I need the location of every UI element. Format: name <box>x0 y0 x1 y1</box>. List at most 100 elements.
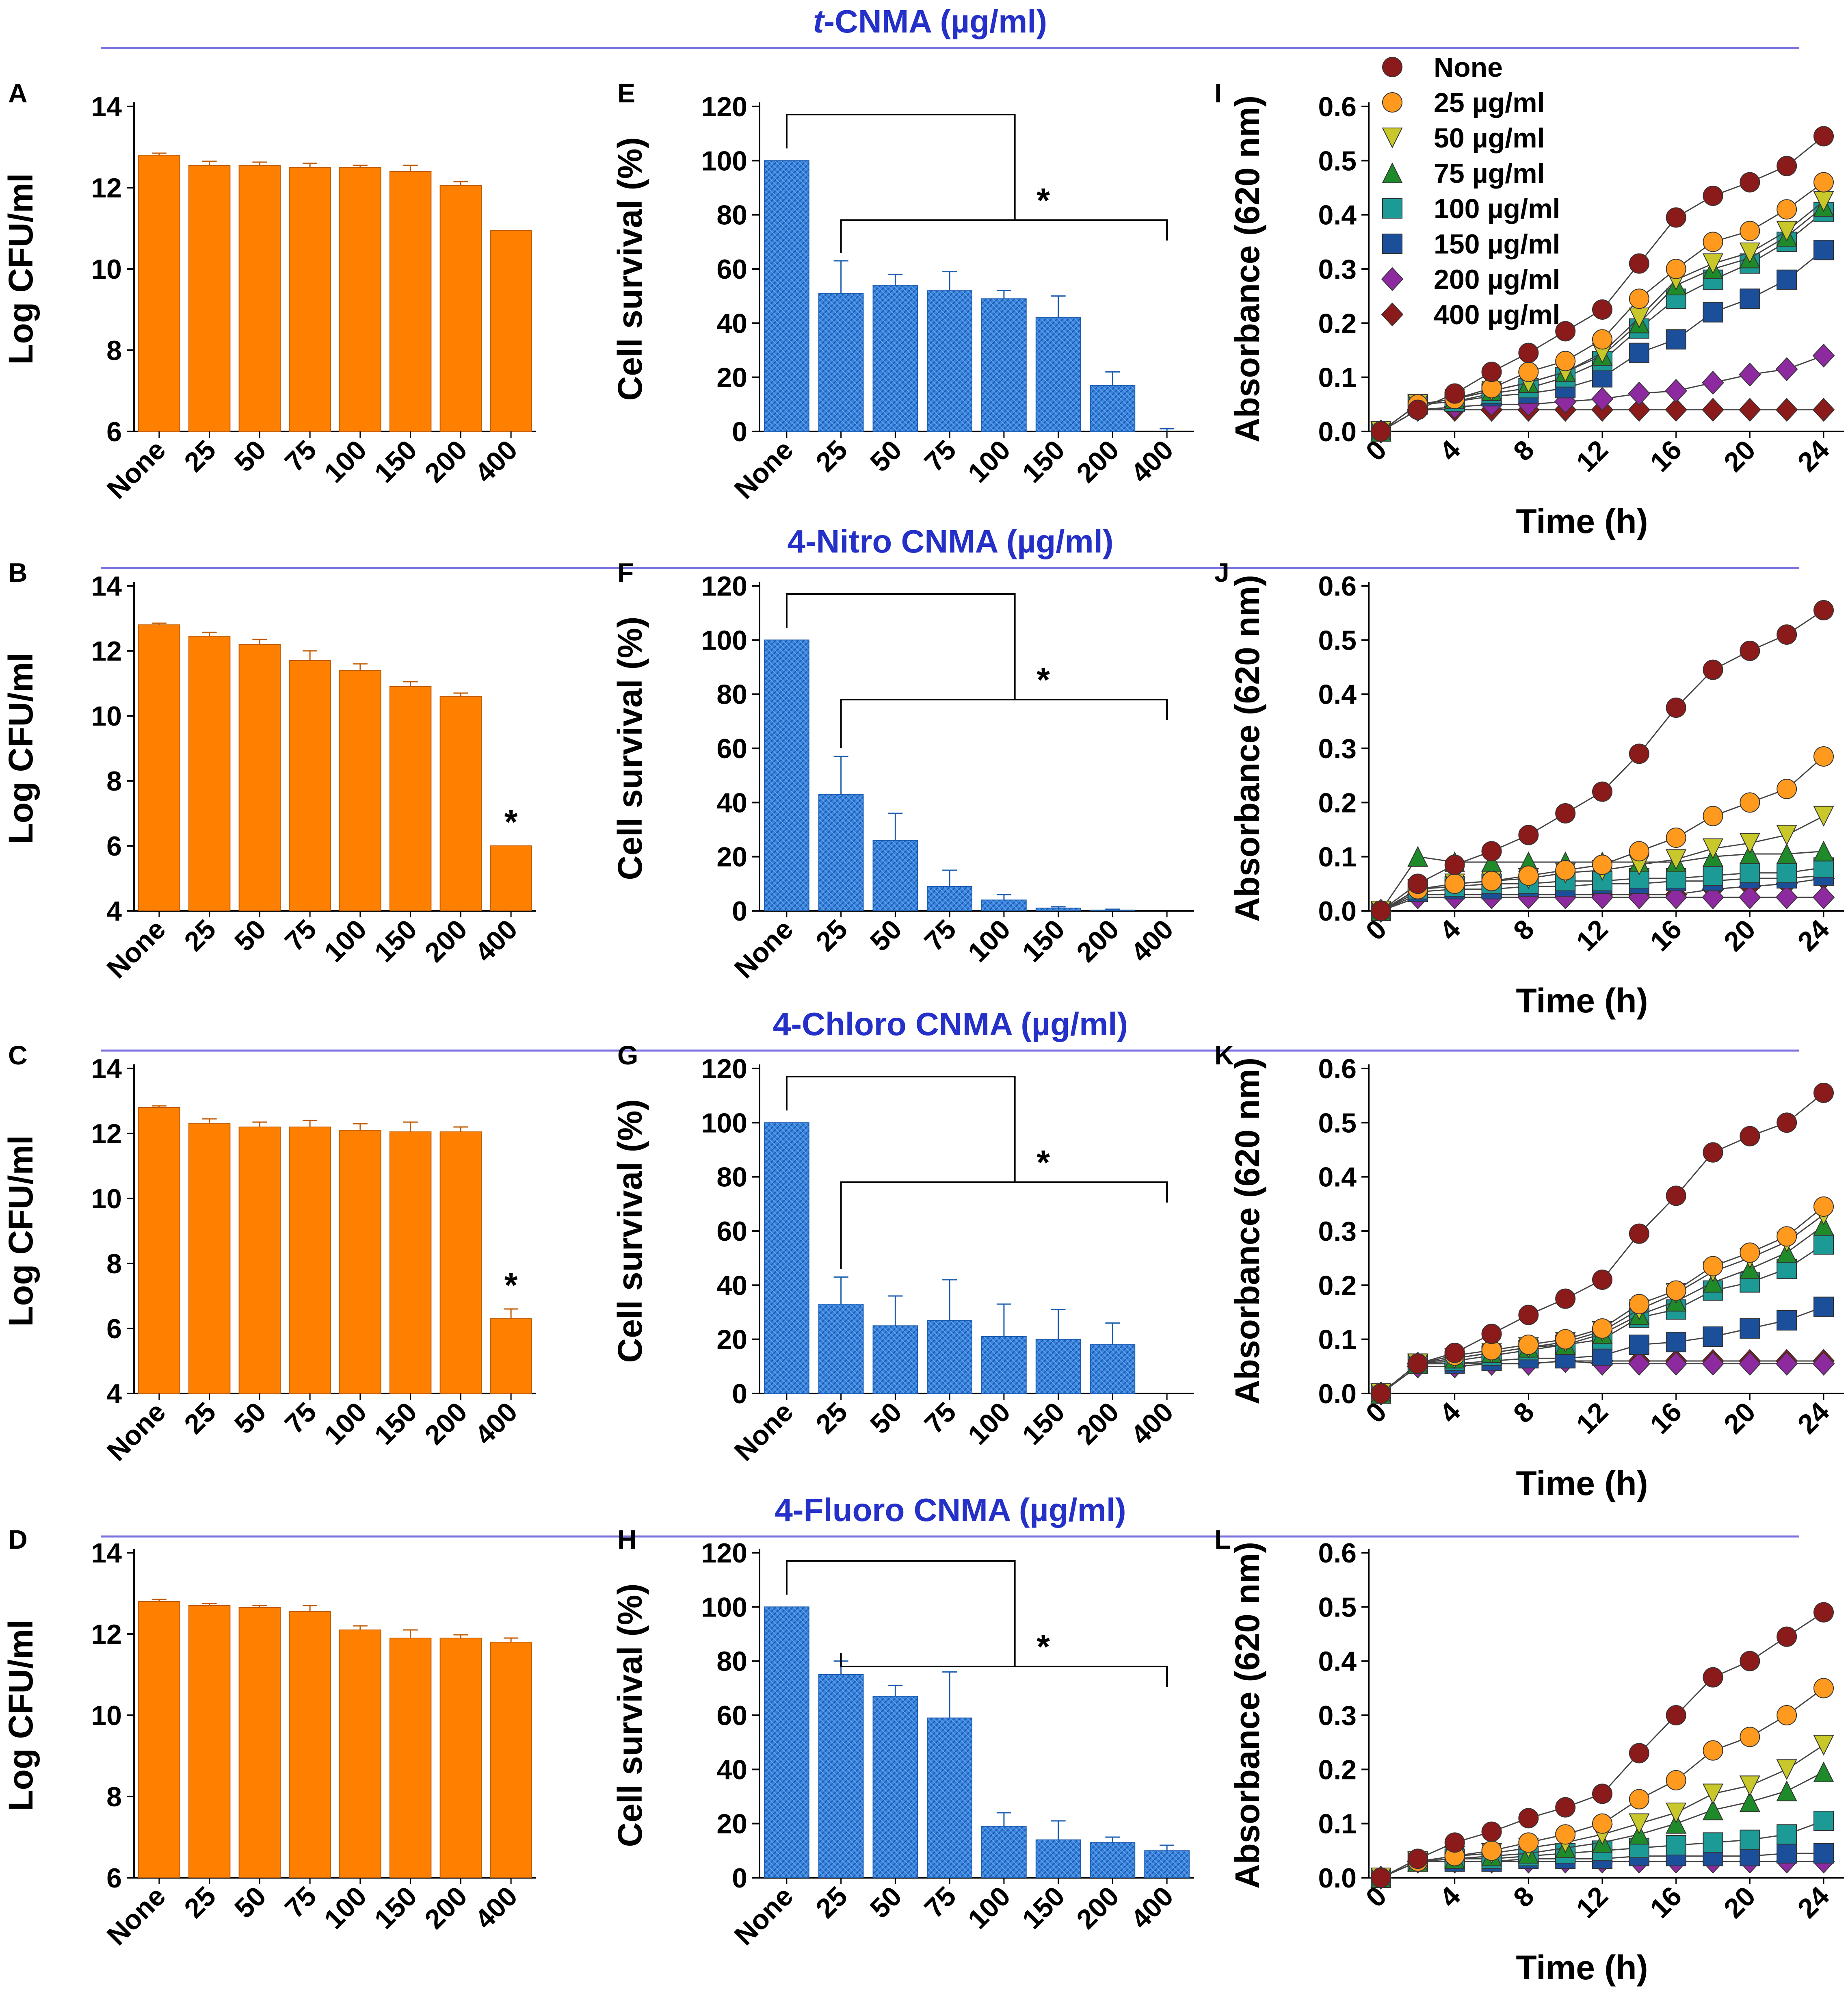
x-tick-label: 150 <box>1016 1881 1071 1935</box>
legend-label: 75 µg/ml <box>1434 158 1545 189</box>
bar-400 <box>490 845 532 911</box>
bar-75 <box>927 1717 972 1878</box>
significance-bracket <box>786 1560 1016 1666</box>
data-point <box>1591 387 1614 411</box>
significance-bracket <box>786 114 1016 220</box>
x-tick-label: 50 <box>229 1881 272 1924</box>
y-axis-title: Cell survival (%) <box>611 1099 649 1363</box>
data-point <box>1775 357 1798 381</box>
data-point <box>1702 885 1724 910</box>
x-tick-label: 25 <box>810 1396 853 1440</box>
data-point <box>1703 186 1723 206</box>
y-axis-title: Log CFU/ml <box>2 1135 40 1326</box>
data-point <box>1776 1759 1797 1780</box>
x-tick-label: 24 <box>1792 1396 1835 1440</box>
data-point <box>1703 865 1723 886</box>
data-point <box>1666 1813 1687 1834</box>
data-point <box>1371 1383 1391 1404</box>
data-point <box>1555 1797 1576 1818</box>
bar-50 <box>872 1325 918 1394</box>
data-point <box>1666 1803 1687 1824</box>
y-tick-label: 12 <box>91 636 122 667</box>
data-point <box>1629 1335 1649 1355</box>
data-point <box>1407 1353 1428 1374</box>
bar-25 <box>818 1304 864 1394</box>
data-point <box>1812 343 1835 368</box>
y-tick-label: 60 <box>716 1216 747 1247</box>
bar-100 <box>339 1130 381 1394</box>
data-point <box>1666 1185 1686 1206</box>
bar-150 <box>389 1131 432 1394</box>
data-point <box>1702 371 1724 395</box>
x-tick-label: 400 <box>469 1396 524 1451</box>
x-tick-label: 200 <box>419 1881 473 1935</box>
data-point <box>1481 841 1502 862</box>
data-point <box>1777 1310 1797 1331</box>
legend-marker <box>1382 92 1402 113</box>
data-point <box>1703 1667 1723 1688</box>
data-point <box>1702 253 1724 274</box>
data-point <box>1555 803 1576 823</box>
bar-100 <box>981 1826 1027 1879</box>
y-tick-label: 0.4 <box>1318 679 1357 710</box>
data-point <box>1703 1740 1723 1761</box>
data-point <box>1776 825 1797 846</box>
x-tick-label: 50 <box>864 914 908 957</box>
bar-150 <box>1035 317 1081 432</box>
y-axis-title: Cell survival (%) <box>611 617 649 880</box>
data-point <box>1813 841 1834 862</box>
x-tick-label: 16 <box>1644 914 1688 957</box>
significance-star: * <box>1037 181 1050 219</box>
data-point <box>1777 1626 1797 1647</box>
bar-100 <box>339 167 381 432</box>
data-point <box>1776 1780 1797 1801</box>
bar-400 <box>490 1318 532 1394</box>
bar-25 <box>188 165 231 432</box>
legend-label: 400 µg/ml <box>1434 299 1560 330</box>
y-tick-label: 10 <box>91 254 122 285</box>
data-point <box>1629 342 1649 363</box>
data-point <box>1518 1832 1539 1853</box>
bar-150 <box>389 1638 432 1878</box>
bar-None <box>138 624 180 911</box>
bar-50 <box>872 285 918 432</box>
y-axis-title: Absorbance (620 nm) <box>1228 1542 1266 1889</box>
y-tick-label: 4 <box>106 896 122 927</box>
bar-75 <box>289 660 331 911</box>
y-axis-title: Absorbance (620 nm) <box>1228 1058 1266 1404</box>
data-point <box>1444 1832 1465 1853</box>
x-tick-label: 400 <box>1125 1396 1179 1451</box>
data-point <box>1777 1112 1797 1133</box>
x-tick-label: 4 <box>1434 1881 1467 1913</box>
data-point <box>1629 1824 1650 1845</box>
x-tick-label: 75 <box>919 1396 962 1440</box>
data-point <box>1777 862 1797 883</box>
y-tick-label: 80 <box>716 679 747 710</box>
y-tick-label: 120 <box>701 1538 747 1569</box>
x-tick-label: 200 <box>1071 434 1125 489</box>
data-point <box>1629 841 1649 862</box>
x-tick-label: 200 <box>419 434 473 489</box>
y-tick-label: 0.3 <box>1318 254 1357 285</box>
x-tick-label: 25 <box>178 1881 222 1924</box>
data-point <box>1740 862 1760 883</box>
panel-letter: J <box>1214 557 1229 587</box>
section-title: 4-Chloro CNMA (µg/ml) <box>773 1006 1128 1042</box>
legend-label: 150 µg/ml <box>1434 229 1560 260</box>
data-point <box>1592 1318 1612 1339</box>
data-point <box>1776 221 1797 242</box>
data-point <box>1812 398 1835 422</box>
y-tick-label: 0.4 <box>1318 200 1357 231</box>
bar-100 <box>981 899 1027 911</box>
y-tick-label: 20 <box>716 842 747 873</box>
x-tick-label: 20 <box>1718 1881 1761 1924</box>
legend-label: 200 µg/ml <box>1434 264 1560 295</box>
data-point <box>1813 126 1834 147</box>
data-point <box>1740 288 1760 309</box>
significance-bracket <box>840 1181 1168 1269</box>
x-tick-label: 4 <box>1434 914 1467 947</box>
